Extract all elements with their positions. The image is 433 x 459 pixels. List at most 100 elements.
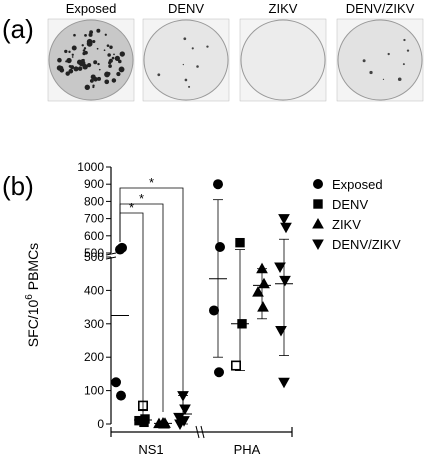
well-spot (77, 66, 83, 71)
significance-star: * (149, 175, 154, 190)
well-spot (84, 34, 87, 37)
well-spot (206, 45, 209, 48)
well-spot (403, 38, 406, 42)
y-tick-label: 500 (84, 250, 104, 264)
data-point (174, 419, 186, 431)
legend: Exposed DENV ZIKV DENV/ZIKV (312, 177, 401, 252)
well-spot (86, 38, 93, 45)
well-spot (109, 45, 113, 50)
well-title-1: DENV (168, 1, 204, 16)
well-spot (117, 73, 121, 76)
well-spot (157, 73, 161, 77)
legend-label-0: Exposed (332, 177, 383, 192)
data-point (278, 377, 290, 389)
y-tick-label: 1000 (77, 160, 104, 174)
well-spot (184, 78, 188, 82)
category-label-ns1: NS1 (138, 442, 163, 457)
well-spot (196, 65, 199, 68)
well-spot (96, 47, 99, 50)
data-point (275, 325, 287, 337)
well-spot (406, 49, 410, 52)
well-spot (66, 57, 72, 64)
data-point (139, 417, 149, 428)
well-spot (71, 53, 74, 56)
well-spot (113, 53, 115, 56)
well-spot (93, 60, 98, 65)
well-spot (79, 60, 86, 67)
well-spot (104, 79, 110, 85)
well-spot (84, 84, 90, 91)
category-label-pha: PHA (234, 442, 261, 457)
well-spot (73, 66, 79, 72)
data-point (209, 305, 219, 316)
well-spot (83, 47, 87, 50)
legend-marker-2 (312, 217, 324, 229)
well-spot (59, 67, 65, 73)
well-spot (96, 28, 101, 33)
data-point (213, 179, 223, 190)
legend-marker-1 (313, 199, 323, 209)
data-point (179, 404, 191, 415)
well-spot (92, 85, 95, 89)
well-spot (118, 66, 125, 73)
significance-bracket (119, 187, 184, 412)
well-spot (68, 50, 71, 54)
significance-brackets: * * * (119, 175, 184, 412)
y-tick-label: 200 (84, 350, 104, 364)
well-spot (103, 49, 106, 52)
well-title-0: Exposed (66, 1, 117, 16)
well-spot (92, 39, 96, 44)
well-spot (71, 56, 74, 58)
well-spot (65, 71, 70, 76)
y-tick-label: 100 (84, 384, 104, 398)
well-spot (70, 65, 75, 70)
data-point (252, 286, 264, 297)
well-spot (402, 63, 405, 66)
well-spot (57, 57, 62, 63)
well-spot (387, 52, 390, 56)
data-point (158, 417, 170, 429)
well-spot (107, 72, 111, 76)
significance-star: * (139, 191, 144, 206)
well-spot (97, 62, 100, 66)
data-point (215, 241, 225, 252)
well-spot (119, 51, 125, 57)
well-spot (188, 85, 191, 88)
data-point (231, 360, 242, 371)
data-point (111, 377, 121, 388)
well-spot (86, 62, 92, 68)
y-tick-label: 600 (84, 229, 104, 243)
legend-label-1: DENV (332, 197, 368, 212)
well-spot (183, 37, 187, 41)
well-spot (111, 56, 115, 60)
well-spot (106, 44, 110, 47)
data-point (274, 262, 286, 274)
well-title-2: ZIKV (269, 1, 298, 16)
well-spot (81, 44, 84, 47)
well-circle (143, 19, 229, 101)
data-point (256, 262, 268, 274)
data-point (117, 242, 127, 253)
well-title-3: DENV/ZIKV (346, 1, 415, 16)
well-spot (117, 59, 122, 64)
well-spot (73, 33, 76, 37)
well-spot (82, 51, 86, 56)
well-spot (362, 59, 366, 63)
y-axis-label: SFC/106 PBMCs (24, 243, 41, 347)
legend-label-2: ZIKV (332, 217, 361, 232)
data-point (279, 275, 291, 287)
y-tick-label: 700 (84, 212, 104, 226)
significance-star: * (129, 200, 134, 215)
well-spot (369, 70, 373, 75)
well-spot (116, 57, 119, 60)
legend-label-3: DENV/ZIKV (332, 237, 401, 252)
well-spot (96, 76, 102, 81)
well-spot (108, 58, 113, 63)
elispot-wells: Exposed DENV ZIKV DENV/ZIKV (47, 1, 424, 102)
axis-break-mark (105, 256, 117, 260)
well-spot (89, 79, 94, 83)
well-circle (337, 19, 423, 101)
well-spot (82, 49, 86, 52)
